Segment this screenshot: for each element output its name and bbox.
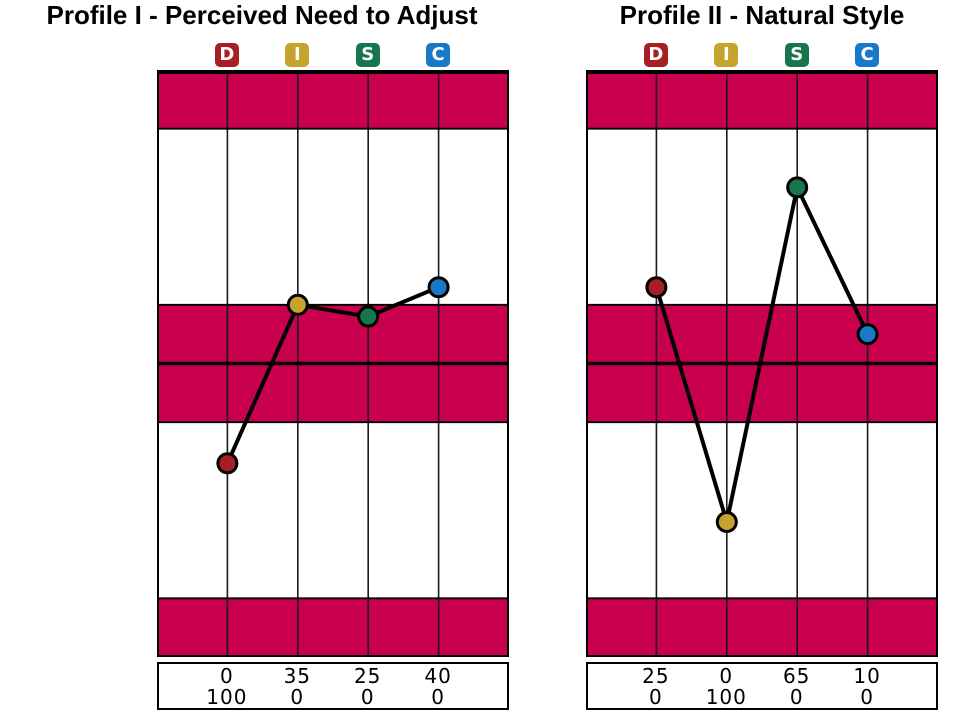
tally-cell: 0 [789,685,804,709]
tally-cell: 100 [705,685,747,709]
tally-cell: 10 [853,664,881,688]
column-badge-c: C [855,43,880,67]
tally-cell: 0 [431,685,445,709]
column-badge-d: D [643,43,668,67]
tally-cell: 0 [220,664,234,688]
tally-cell: 100 [206,685,248,709]
column-badge-s: S [784,43,809,67]
column-badge-d: D [214,43,239,67]
column-badge-s: S [355,43,380,67]
tally-cell: 0 [290,685,305,709]
tally-cell: 0 [649,685,663,709]
marker-s [356,305,379,328]
profile-line [653,181,869,523]
column-badge-i: I [285,43,310,67]
tally-cell: 25 [353,664,382,688]
marker-d [215,452,238,475]
profile-1-tally-table: 0 35 25 40 100 0 0 0 [156,662,509,710]
tally-cell: 0 [360,685,375,709]
profile-1-title: Profile I - Perceived Need to Adjust [46,0,478,30]
tally-cell: 40 [424,664,452,688]
tally-cell: 0 [719,664,734,688]
column-badge-c: C [426,43,451,67]
marker-s [785,176,808,199]
profile-2-title: Profile II - Natural Style [619,0,905,30]
shaded-band [585,70,938,129]
profile-1-panel: Profile I - Perceived Need to Adjust D I S… [46,0,509,710]
shaded-band [156,70,509,129]
tally-cell: 35 [283,664,312,688]
profile-2-chart-plot [585,70,938,657]
column-badge-i: I [714,43,739,67]
tally-cell: 25 [642,664,670,688]
profile-2-tally-table: 25 0 65 10 0 100 0 0 [585,662,938,710]
marker-c [427,276,450,299]
tally-cell: 65 [782,664,811,688]
profile-1-chart-plot [156,70,509,657]
marker-i [286,293,309,316]
tally-cell: 0 [860,685,874,709]
marker-d [644,276,667,299]
shaded-band [585,598,938,657]
marker-i [715,510,738,533]
marker-c [856,323,879,346]
shaded-band [156,598,509,657]
profile-line [225,285,439,465]
